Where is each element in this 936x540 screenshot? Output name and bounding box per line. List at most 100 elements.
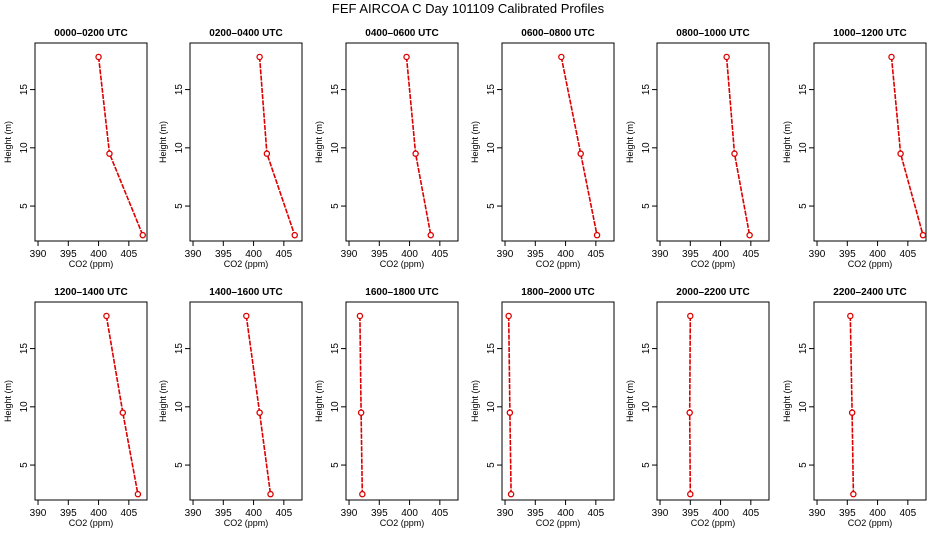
profile-point [359, 490, 366, 498]
y-tick-label: 10 [174, 401, 185, 413]
panel-title: 0400–0600 UTC [365, 28, 438, 39]
y-tick-label: 15 [486, 84, 497, 96]
chart-panel-10: 1800–2000 UTC 390 395 400 405 CO2 (ppm) 5 10 15 H… [470, 287, 615, 528]
x-tick-label: 400 [245, 249, 262, 260]
profile-point [103, 312, 110, 320]
x-axis-label: CO2 (ppm) [69, 518, 114, 528]
profile-point [507, 490, 515, 498]
plot-frame [34, 301, 148, 501]
x-tick-label: 395 [60, 249, 77, 260]
profile-point [731, 150, 738, 157]
panel-title: 1600–1800 UTC [365, 287, 438, 298]
x-tick-label: 400 [869, 508, 886, 519]
plot-frame [501, 42, 615, 242]
panel-title: 1000–1200 UTC [833, 28, 906, 39]
y-tick-label: 15 [19, 84, 30, 96]
x-axis-label: CO2 (ppm) [691, 518, 736, 528]
x-tick-label: 395 [839, 508, 856, 519]
x-tick-label: 405 [120, 508, 137, 519]
profile-point [106, 150, 113, 157]
x-tick-label: 395 [215, 508, 232, 519]
x-axis-label: CO2 (ppm) [536, 259, 581, 269]
x-tick-label: 390 [652, 508, 669, 519]
profile-point [403, 53, 410, 61]
x-tick-label: 405 [587, 508, 604, 519]
plot-frame [813, 42, 927, 242]
x-tick-label: 400 [90, 249, 107, 260]
chart-panel-4: 0600–0800 UTC 390 395 400 405 CO2 (ppm) 5 10 15 H… [470, 28, 615, 269]
profile-point [847, 312, 854, 320]
profile-line [560, 56, 598, 236]
profile-point [357, 409, 365, 416]
panel-title: 2200–2400 UTC [833, 287, 906, 298]
y-axis-label: Height (m) [158, 121, 168, 163]
profile-point [263, 150, 271, 157]
x-tick-label: 395 [371, 508, 388, 519]
y-tick-label: 5 [486, 203, 497, 209]
y-axis-label: Height (m) [782, 380, 792, 422]
x-tick-label: 395 [371, 249, 388, 260]
y-axis-label: Height (m) [625, 380, 635, 422]
y-tick-label: 10 [330, 142, 341, 154]
y-axis-label: Height (m) [782, 121, 792, 163]
y-tick-label: 5 [486, 462, 497, 468]
y-tick-label: 15 [19, 343, 30, 355]
profile-point [267, 490, 274, 498]
plot-frame [813, 301, 927, 501]
x-tick-label: 405 [275, 508, 292, 519]
y-tick-label: 10 [486, 401, 497, 413]
y-tick-label: 5 [330, 203, 341, 209]
y-axis-label: Height (m) [314, 380, 324, 422]
profile-point [256, 53, 263, 61]
panel-title: 0000–0200 UTC [54, 28, 127, 39]
profile-point [848, 409, 856, 416]
x-tick-label: 395 [215, 249, 232, 260]
profile-point [291, 231, 298, 239]
panel-title: 2000–2200 UTC [676, 287, 749, 298]
y-tick-label: 10 [798, 401, 809, 413]
x-axis-label: CO2 (ppm) [380, 259, 425, 269]
chart-panel-1: 0000–0200 UTC 390 395 400 405 CO2 (ppm) 5 10 15 H… [3, 28, 148, 269]
x-tick-label: 405 [587, 249, 604, 260]
x-tick-label: 405 [275, 249, 292, 260]
x-tick-label: 390 [652, 249, 669, 260]
y-tick-label: 10 [486, 142, 497, 154]
x-tick-label: 390 [809, 508, 826, 519]
x-tick-label: 395 [839, 249, 856, 260]
y-tick-label: 5 [641, 462, 652, 468]
x-axis-label: CO2 (ppm) [69, 259, 114, 269]
x-tick-label: 400 [401, 508, 418, 519]
x-tick-label: 400 [869, 249, 886, 260]
x-tick-label: 390 [185, 249, 202, 260]
x-axis-label: CO2 (ppm) [380, 518, 425, 528]
plot-frame [189, 42, 303, 242]
x-tick-label: 400 [245, 508, 262, 519]
profile-point [888, 53, 895, 61]
chart-panel-2: 0200–0400 UTC 390 395 400 405 CO2 (ppm) 5 10 15 H… [158, 28, 303, 269]
y-tick-label: 15 [641, 84, 652, 96]
y-tick-label: 10 [641, 142, 652, 154]
y-axis-label: Height (m) [158, 380, 168, 422]
profile-point [139, 231, 147, 239]
profile-point [577, 150, 584, 157]
profile-point [919, 231, 927, 239]
y-tick-label: 15 [330, 343, 341, 355]
profile-point [256, 409, 263, 416]
profile-point [686, 409, 693, 416]
chart-panel-3: 0400–0600 UTC 390 395 400 405 CO2 (ppm) 5 10 15 H… [314, 28, 459, 269]
x-tick-label: 400 [712, 508, 729, 519]
x-tick-label: 405 [431, 508, 448, 519]
plot-frame [189, 301, 303, 501]
x-axis-label: CO2 (ppm) [224, 518, 269, 528]
profile-point [134, 490, 142, 498]
x-tick-label: 395 [527, 508, 544, 519]
chart-panel-9: 1600–1800 UTC 390 395 400 405 CO2 (ppm) 5 10 15 H… [314, 287, 459, 528]
x-tick-label: 405 [899, 249, 916, 260]
figure-title: FEF AIRCOA C Day 101109 Calibrated Profi… [332, 1, 605, 16]
y-tick-label: 10 [798, 142, 809, 154]
x-axis-label: CO2 (ppm) [691, 259, 736, 269]
profile-point [95, 53, 102, 61]
y-tick-label: 5 [174, 203, 185, 209]
plot-frame [656, 42, 770, 242]
